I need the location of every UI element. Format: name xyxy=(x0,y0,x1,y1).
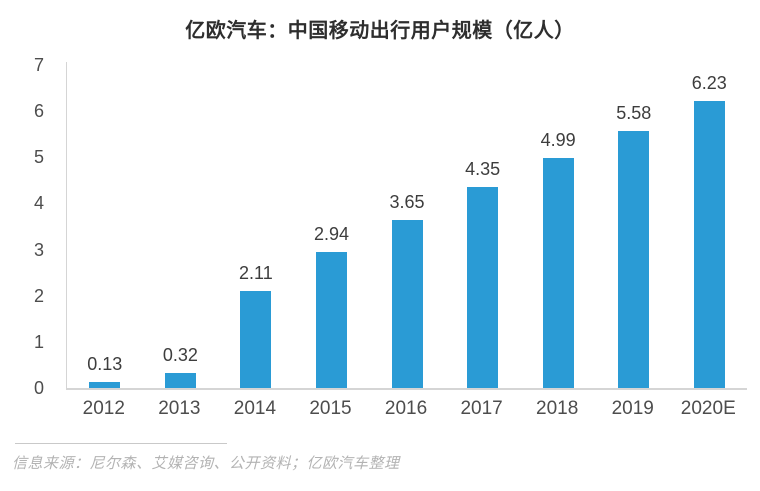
bar-value-label: 5.58 xyxy=(616,103,652,123)
bar-value-label: 2.94 xyxy=(313,224,349,244)
y-axis-ticks: 0 1 2 3 4 5 6 7 xyxy=(10,55,44,398)
source-note: 信息来源：尼尔森、艾媒咨询、公开资料；亿欧汽车整理 xyxy=(12,455,400,472)
x-tick-label: 2018 xyxy=(536,398,579,419)
bar-rect xyxy=(467,187,499,388)
bar-column: 6.23 xyxy=(672,73,748,388)
bar-value-label: 0.13 xyxy=(87,354,123,374)
chart-title: 亿欧汽车：中国移动出行用户规模（亿人） xyxy=(185,20,575,42)
y-tick-label: 0 xyxy=(33,378,44,398)
y-tick-label: 6 xyxy=(33,101,44,122)
bar-rect xyxy=(618,131,650,388)
bar-rect xyxy=(89,382,121,388)
bar-value-label: 4.99 xyxy=(540,130,576,150)
bars-area: 0.13 0.32 2.11 2.94 3.65 4.35 4.99 5.58 6.23 xyxy=(67,65,747,388)
bar-column: 3.65 xyxy=(369,192,445,388)
bar-column: 4.99 xyxy=(520,130,596,388)
x-tick-label: 2015 xyxy=(309,398,352,419)
bar-value-label: 6.23 xyxy=(691,73,727,93)
bar-column: 2.11 xyxy=(218,263,294,388)
plot-area: 0.13 0.32 2.11 2.94 3.65 4.35 4.99 5.58 6.23 xyxy=(66,62,747,390)
y-tick-label: 1 xyxy=(33,331,44,352)
x-tick-label: 2020E xyxy=(680,398,736,419)
bar-rect xyxy=(240,291,272,388)
x-tick-label: 2017 xyxy=(460,398,503,419)
bar-column: 5.58 xyxy=(596,103,672,388)
x-tick-label: 2013 xyxy=(158,398,201,419)
bar-column: 0.32 xyxy=(143,345,219,388)
bar-rect xyxy=(542,158,574,388)
bar-column: 4.35 xyxy=(445,159,521,388)
bar-rect xyxy=(693,101,725,388)
bar-value-label: 3.65 xyxy=(389,192,425,212)
x-tick-label: 2016 xyxy=(384,398,428,419)
y-tick-label: 4 xyxy=(33,193,44,214)
source-divider xyxy=(15,443,227,444)
bar-value-label: 2.11 xyxy=(239,263,273,283)
y-tick-label: 5 xyxy=(33,147,44,168)
y-tick-label: 3 xyxy=(33,239,44,260)
bar-rect xyxy=(391,220,423,388)
bar-rect xyxy=(164,373,196,388)
bar-value-label: 0.32 xyxy=(162,345,198,365)
bar-column: 0.13 xyxy=(67,354,143,388)
bar-value-label: 4.35 xyxy=(465,159,501,179)
bar-column: 2.94 xyxy=(294,224,370,388)
x-tick-label: 2014 xyxy=(233,398,277,419)
y-tick-label: 2 xyxy=(33,285,44,306)
x-axis-labels: 2012 2013 2014 2015 2016 2017 2018 2019 2020E xyxy=(66,398,746,420)
x-tick-label: 2019 xyxy=(611,398,654,419)
bar-rect xyxy=(315,252,347,388)
y-tick-label: 7 xyxy=(33,55,44,75)
x-tick-label: 2012 xyxy=(82,398,125,419)
